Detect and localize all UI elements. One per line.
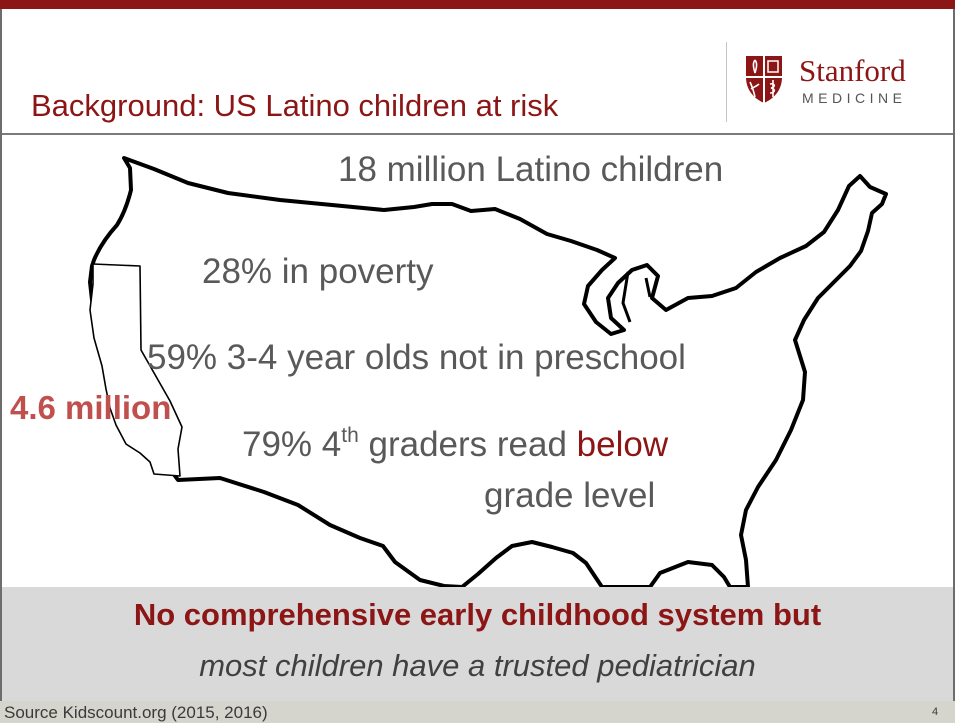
us-map-outline (88, 156, 888, 587)
california-outline (89, 263, 183, 477)
stanford-shield-icon (746, 56, 782, 103)
stat-reading: 79% 4th graders read below (242, 425, 668, 465)
footer-bar (0, 701, 955, 723)
stat-poverty: 28% in poverty (202, 252, 434, 291)
stat-preschool: 59% 3-4 year olds not in preschool (147, 338, 686, 377)
right-rule (953, 9, 955, 723)
stat-latino-children: 18 million Latino children (338, 150, 724, 189)
banner-bold-text: No comprehensive early childhood system … (133, 597, 822, 632)
left-rule (0, 9, 2, 723)
logo-divider (726, 42, 727, 122)
stat-reading-sup: th (341, 424, 359, 447)
top-border (0, 0, 955, 9)
stat-reading-middle: graders read (358, 425, 577, 464)
slide-number: 4 (932, 706, 939, 718)
banner-italic-text: most children have a trusted pediatricia… (199, 648, 756, 683)
stanford-medicine-logo: Stanford MEDICINE (743, 53, 943, 113)
stat-reading-highlight: below (576, 425, 669, 464)
logo-wordmark: Stanford (799, 53, 906, 88)
title-underline (2, 133, 953, 135)
slide-title: Background: US Latino children at risk (31, 88, 559, 123)
stat-reading-prefix: 79% 4 (242, 425, 342, 464)
source-citation: Source Kidscount.org (2015, 2016) (4, 703, 268, 722)
california-label: 4.6 million (10, 389, 172, 426)
logo-subtitle: MEDICINE (802, 90, 907, 106)
stat-reading-line2: grade level (484, 476, 656, 515)
takeaway-banner (2, 587, 953, 701)
